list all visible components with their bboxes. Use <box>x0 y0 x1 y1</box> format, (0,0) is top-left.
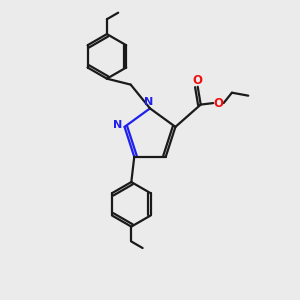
Text: N: N <box>144 97 153 107</box>
Text: N: N <box>112 120 122 130</box>
Text: O: O <box>193 74 203 87</box>
Text: O: O <box>214 97 224 110</box>
